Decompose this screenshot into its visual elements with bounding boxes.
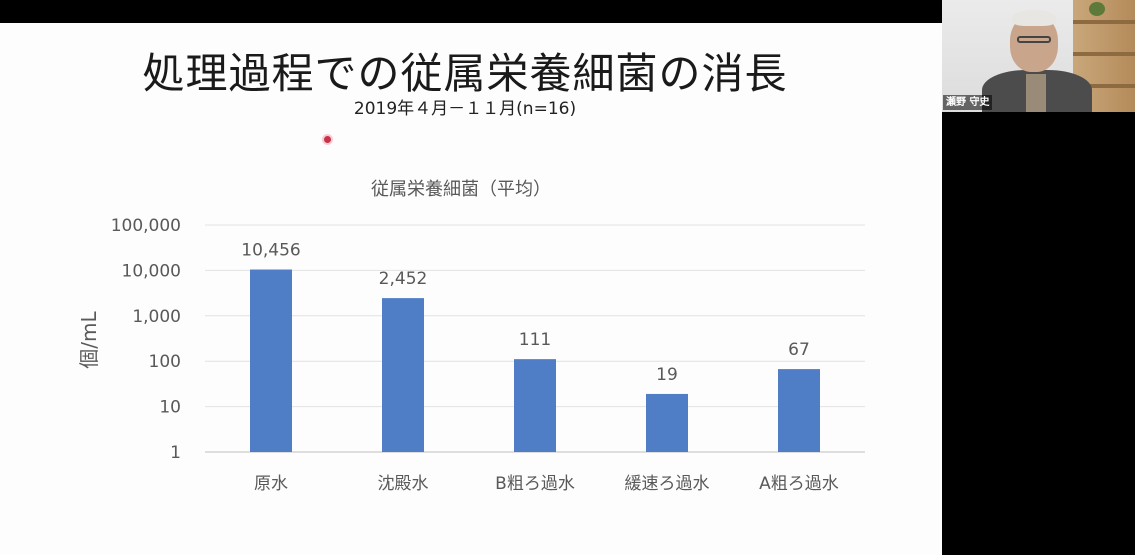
labels: 1 10 100 1,000 10,000 100,000 10,456 原水 2,452 沈殿水…: [111, 216, 839, 494]
y-tick-label: 1,000: [132, 307, 181, 327]
laser-pointer-dot: [324, 136, 331, 143]
bar-chart: 従属栄養細菌（平均） 個/mL 1 10 100 1,000 10,000 100,000…: [77, 179, 865, 494]
person-hair: [1012, 10, 1056, 26]
x-tick-label: A粗ろ過水: [759, 474, 839, 494]
bar: [382, 298, 424, 452]
bars: [250, 269, 820, 452]
slide-subtitle: 2019年４月－１１月(n=16): [353, 99, 577, 119]
y-tick-label: 10: [159, 398, 181, 418]
person-shirt: [1026, 74, 1046, 112]
y-tick-label: 100: [149, 352, 181, 372]
participant-video[interactable]: 瀬野 守史: [942, 0, 1135, 112]
x-tick-label: 緩速ろ過水: [625, 474, 710, 494]
x-tick-label: 原水: [254, 474, 288, 494]
chart-title: 従属栄養細菌（平均）: [371, 179, 551, 200]
data-label: 2,452: [379, 269, 428, 289]
presentation-slide: [0, 23, 942, 555]
y-axis-label: 個/mL: [77, 310, 101, 368]
plant-icon: [1089, 2, 1105, 16]
data-label: 67: [788, 340, 810, 360]
y-tick-label: 100,000: [111, 216, 181, 236]
bar: [646, 393, 688, 452]
data-label: 10,456: [241, 241, 300, 261]
bar: [514, 359, 556, 452]
y-tick-label: 1: [170, 443, 181, 463]
glasses-icon: [1017, 36, 1051, 43]
participant-name-tag: 瀬野 守史: [943, 95, 993, 110]
slide-title: 処理過程での従属栄養細菌の消長: [142, 49, 788, 98]
data-label: 19: [656, 365, 678, 385]
x-tick-label: 沈殿水: [378, 474, 429, 494]
data-label: 111: [519, 330, 551, 350]
video-panel: 瀬野 守史: [942, 0, 1135, 555]
bar: [250, 269, 292, 452]
top-black-bar: [0, 0, 942, 23]
bar: [778, 369, 820, 452]
y-tick-label: 10,000: [122, 261, 181, 281]
x-tick-label: B粗ろ過水: [495, 474, 575, 494]
